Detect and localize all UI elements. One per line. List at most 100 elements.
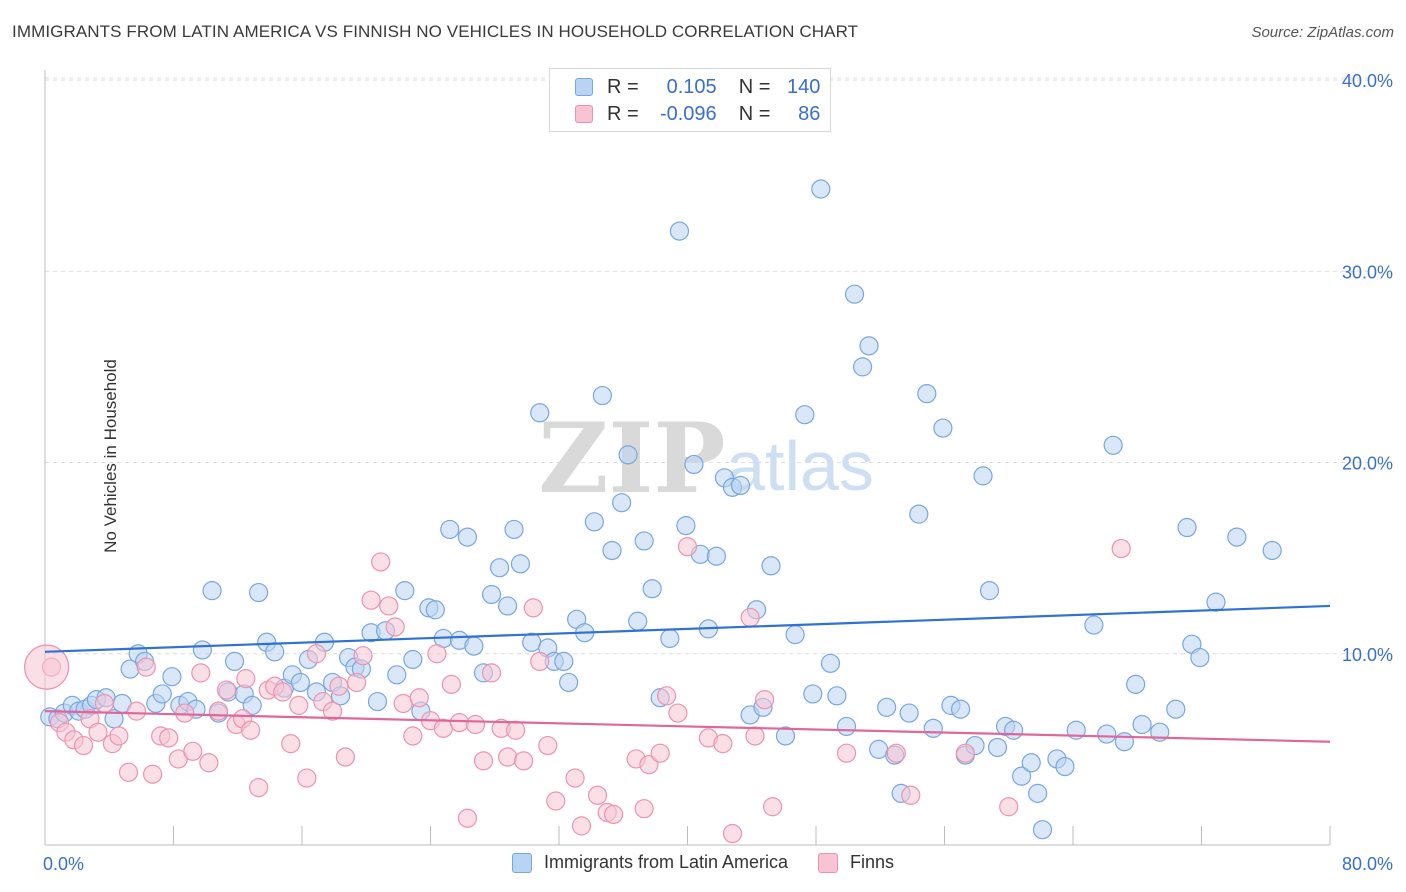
point-immigrants [242,695,262,715]
point-finns [241,720,261,740]
point-immigrants [602,540,622,561]
point-immigrants [522,632,542,652]
point-finns [118,762,139,782]
point-immigrants [192,640,213,660]
point-immigrants [917,384,937,404]
y-axis-label: No Vehicles in Household [100,359,120,553]
point-finns [571,816,592,836]
point-immigrants [628,611,648,631]
point-finns [159,728,179,748]
point-immigrants [367,691,388,712]
point-immigrants [761,556,781,576]
point-immigrants [669,221,690,241]
point-finns [886,743,906,763]
point-immigrants [775,726,796,746]
legend-r-value: -0.096 [659,102,717,125]
legend-n-value: 140 [787,75,821,98]
point-finns [236,669,256,689]
chart-title: IMMIGRANTS FROM LATIN AMERICA VS FINNISH… [12,22,859,41]
point-finns [249,778,269,798]
point-immigrants [1055,756,1075,777]
y-tick-label: 10.0% [1342,645,1393,665]
legend-r-value: 0.105 [666,75,717,98]
point-finns [297,768,317,788]
point-finns [361,590,381,610]
legend-row-finns: R = -0.096 N = 86 [575,102,820,126]
point-immigrants [973,466,993,486]
point-immigrants [1262,540,1282,561]
point-finns [273,682,293,702]
series-legend-label: Finns [850,852,895,872]
point-finns [371,552,391,572]
point-immigrants [869,739,889,759]
point-immigrants [684,454,704,475]
point-finns [353,646,373,666]
point-finns [538,735,558,756]
point-immigrants [933,418,953,438]
point-finns [289,695,309,715]
point-finns [183,741,203,761]
point-finns [403,726,423,746]
grid-layer [45,77,1370,655]
point-finns [506,720,526,740]
y-tick-label: 30.0% [1342,262,1393,282]
point-finns [441,674,461,694]
point-immigrants [706,546,727,566]
point-finns [498,747,518,767]
series-legend-immigrants: Immigrants from Latin America [511,852,789,873]
point-immigrants [498,596,518,616]
point-finns [281,734,301,754]
point-immigrants [554,651,574,672]
point-immigrants [1227,527,1247,547]
point-immigrants [899,703,919,723]
point-immigrants [1132,714,1152,735]
point-finns [481,663,502,683]
point-finns [677,537,698,557]
point-finns [175,703,195,723]
point-immigrants [634,531,654,551]
point-immigrants [859,336,879,356]
point-immigrants [1114,732,1135,752]
point-finns [740,607,760,628]
point-immigrants [504,519,524,540]
point-immigrants [803,684,823,704]
point-immigrants [249,582,269,603]
legend: R = 0.105 N = 140 R = -0.096 N = 86 [549,68,831,132]
point-finns [999,797,1019,817]
series-legend: Immigrants from Latin America Finns [0,852,1406,873]
point-finns [88,722,108,742]
point-finns [216,680,237,700]
trendline-finns [44,710,1331,743]
point-immigrants [1084,615,1104,635]
point-finns-large [24,644,70,690]
point-immigrants [1028,783,1048,803]
point-finns [650,743,670,763]
point-finns [722,823,743,844]
legend-swatch-blue [575,78,593,96]
point-finns [713,734,733,754]
point-finns [306,644,327,664]
point-finns [546,791,566,811]
point-immigrants [425,600,445,620]
point-finns [73,735,94,756]
point-finns [634,799,654,819]
point-finns [433,718,453,738]
point-immigrants [950,699,971,719]
point-immigrants [1206,592,1226,612]
x-tick-label: 0.0% [43,854,84,874]
point-immigrants [403,649,423,670]
point-finns [409,688,429,708]
point-immigrants [440,519,460,540]
point-finns [208,701,229,721]
point-immigrants [224,651,245,672]
point-immigrants [510,554,531,574]
point-immigrants [559,672,579,693]
point-immigrants [1011,766,1032,786]
point-finns [449,712,470,733]
point-immigrants [1166,699,1186,719]
point-finns [126,701,147,721]
point-immigrants [584,512,604,532]
point-immigrants [202,581,222,601]
series-legend-label: Immigrants from Latin America [543,852,789,872]
watermark-atlas: atlas [726,427,874,505]
